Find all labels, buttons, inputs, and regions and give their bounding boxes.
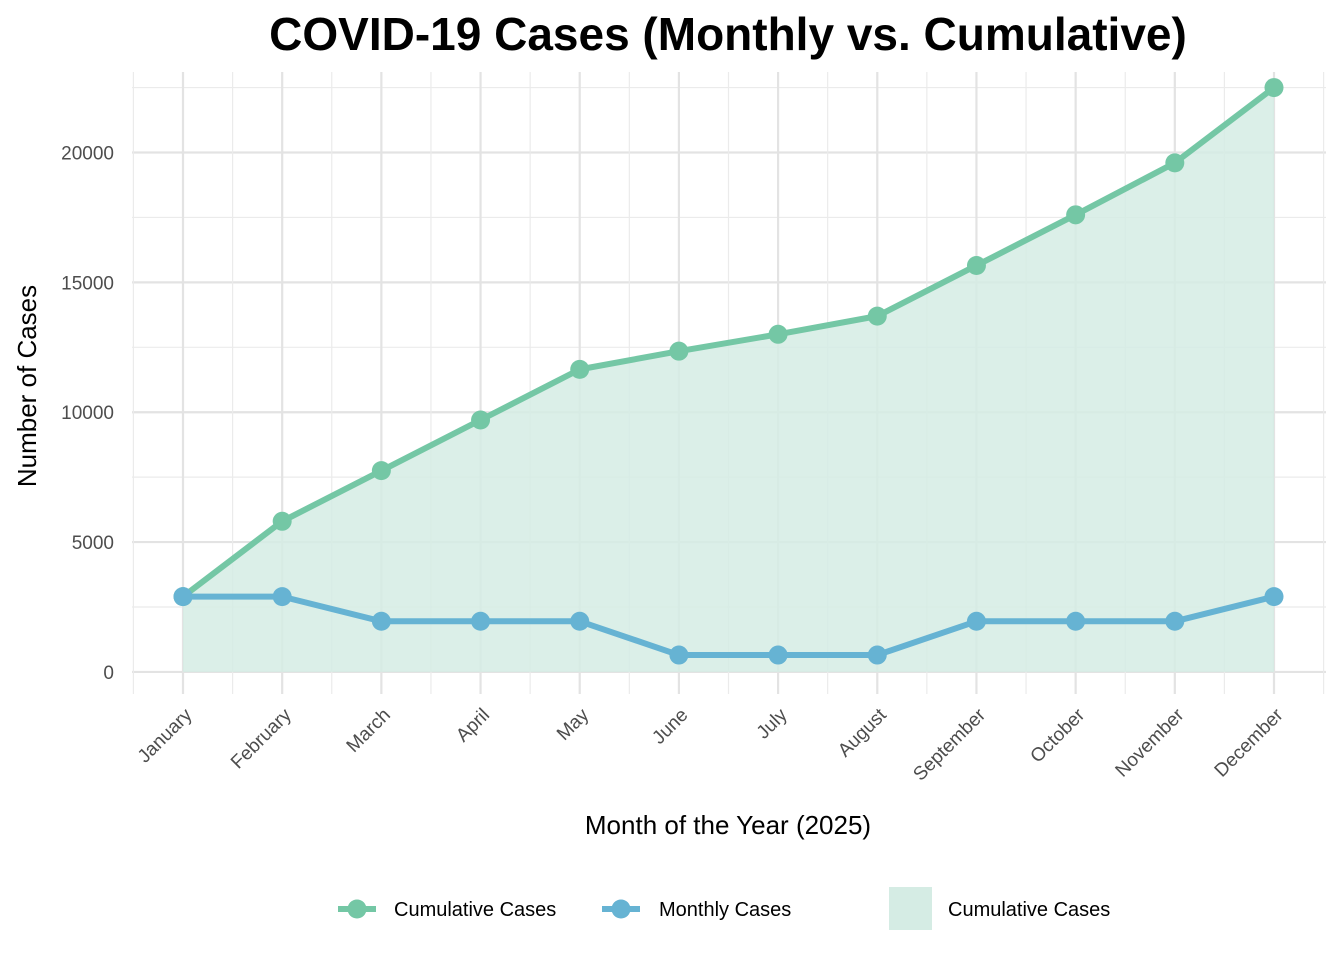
y-tick-labels: 0 5000 10000 15000 20000: [61, 144, 114, 684]
x-tick-labels: January February March April May June July Augu…: [134, 704, 1288, 785]
data-point-monthly-cases: [966, 611, 986, 631]
y-axis-title: Number of Cases: [12, 285, 42, 487]
area-layer: [183, 87, 1274, 672]
data-point-monthly-cases: [1066, 611, 1086, 631]
y-tick-label: 20000: [61, 144, 114, 165]
legend-key-point: [611, 899, 631, 919]
data-point-monthly-cases: [570, 611, 590, 631]
x-tick-label: August: [834, 704, 891, 761]
data-point-cumulative-cases: [471, 410, 491, 430]
data-point-cumulative-cases: [272, 511, 292, 531]
cumulative-area: [183, 87, 1274, 672]
x-tick-label: June: [648, 705, 692, 749]
legend-key-fill: [889, 887, 932, 930]
data-point-monthly-cases: [768, 645, 788, 665]
data-point-cumulative-cases: [1264, 78, 1284, 98]
legend-item: Cumulative Cases: [338, 899, 556, 921]
data-point-monthly-cases: [1264, 587, 1284, 607]
x-tick-label: January: [134, 704, 197, 767]
legend-item: Monthly Cases: [602, 899, 791, 921]
y-tick-label: 15000: [61, 273, 114, 294]
data-point-monthly-cases: [272, 587, 292, 607]
y-tick-label: 10000: [61, 403, 114, 424]
x-tick-label: November: [1112, 704, 1189, 781]
x-tick-label: March: [343, 705, 395, 757]
y-tick-label: 5000: [72, 533, 114, 554]
x-tick-label: February: [227, 704, 296, 773]
data-point-monthly-cases: [173, 587, 193, 607]
legend-label: Cumulative Cases: [948, 899, 1110, 921]
series-line-monthly-cases: [183, 593, 1275, 659]
legend-item: Cumulative Cases: [889, 887, 1110, 930]
point-layer: [173, 78, 1284, 665]
data-point-cumulative-cases: [867, 306, 887, 326]
data-point-cumulative-cases: [371, 461, 391, 481]
data-point-cumulative-cases: [1165, 153, 1185, 173]
x-tick-label: July: [753, 704, 792, 743]
data-point-monthly-cases: [471, 611, 491, 631]
data-point-cumulative-cases: [966, 255, 986, 275]
legend-key-point: [347, 899, 367, 919]
data-point-monthly-cases: [1165, 611, 1185, 631]
x-tick-label: October: [1027, 704, 1090, 767]
legend: Cumulative Cases Monthly Cases Cumulative …: [338, 887, 1110, 930]
chart-title: COVID-19 Cases (Monthly vs. Cumulative): [269, 8, 1187, 60]
x-tick-label: December: [1211, 704, 1288, 781]
x-tick-label: April: [452, 705, 494, 747]
data-point-cumulative-cases: [768, 324, 788, 344]
data-point-monthly-cases: [669, 645, 689, 665]
data-point-cumulative-cases: [570, 359, 590, 379]
legend-label: Cumulative Cases: [394, 899, 556, 921]
x-tick-label: May: [553, 704, 594, 745]
data-point-monthly-cases: [371, 611, 391, 631]
y-tick-label: 0: [103, 663, 114, 684]
legend-label: Monthly Cases: [659, 899, 791, 921]
x-tick-label: September: [909, 704, 990, 785]
data-point-cumulative-cases: [669, 341, 689, 361]
data-point-monthly-cases: [867, 645, 887, 665]
line-layer: [181, 85, 1276, 659]
series-line-cumulative-cases: [181, 85, 1276, 599]
data-point-cumulative-cases: [1066, 205, 1086, 225]
x-axis-title: Month of the Year (2025): [585, 810, 871, 840]
